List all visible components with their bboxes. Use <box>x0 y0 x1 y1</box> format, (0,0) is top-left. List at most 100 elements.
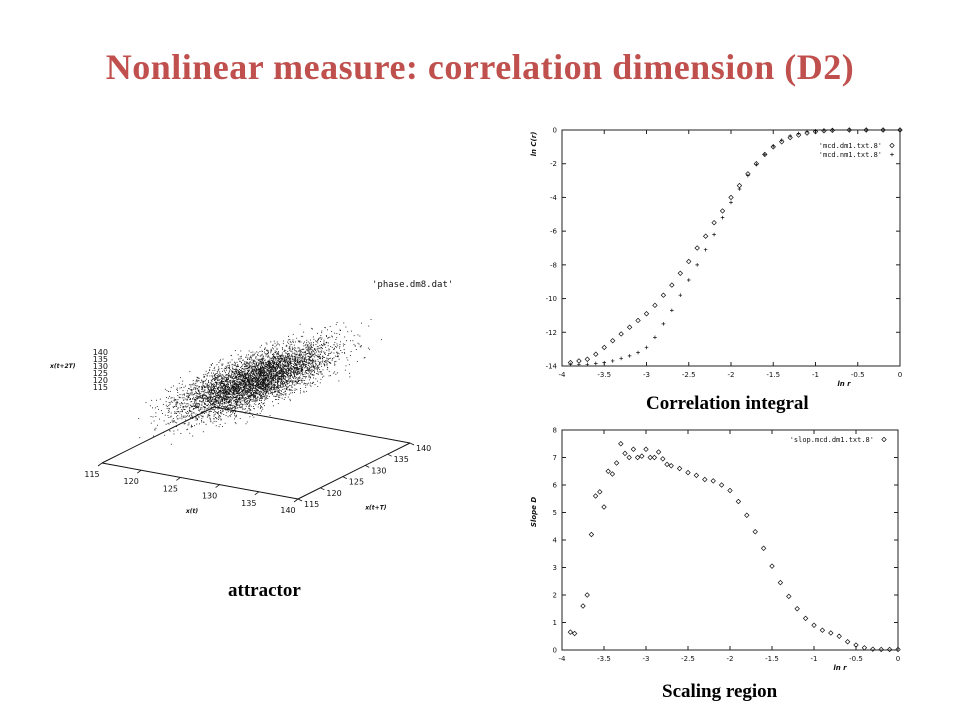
attractor-point <box>276 379 278 380</box>
attractor-point <box>273 387 275 389</box>
attractor-point <box>240 387 242 389</box>
attractor-point <box>319 361 321 363</box>
attractor-point <box>237 399 239 401</box>
attractor-point <box>196 402 198 404</box>
attractor-point <box>263 379 264 381</box>
attractor-point <box>245 397 246 398</box>
attractor-point <box>243 377 244 379</box>
attractor-point <box>183 406 185 408</box>
attractor-point <box>273 378 274 380</box>
attractor-point <box>252 386 254 388</box>
attractor-point <box>138 418 140 419</box>
attractor-point <box>297 340 299 342</box>
attractor-point <box>309 358 311 360</box>
attractor-point <box>277 379 279 381</box>
attractor-point <box>196 398 198 400</box>
attractor-point <box>247 370 249 372</box>
attractor-point <box>260 370 261 372</box>
attractor-point <box>216 384 217 385</box>
attractor-point <box>254 395 256 397</box>
attractor-point <box>242 373 244 375</box>
attractor-point <box>267 364 268 365</box>
attractor-point <box>199 400 200 402</box>
attractor-point <box>318 347 320 349</box>
attractor-point <box>231 403 233 405</box>
attractor-point <box>250 375 252 376</box>
attractor-point <box>276 386 278 388</box>
attractor-point <box>259 362 260 364</box>
attractor-point <box>315 349 316 351</box>
attractor-point <box>231 372 233 374</box>
attractor-point <box>334 361 336 362</box>
attractor-point <box>296 368 298 370</box>
attractor-point <box>176 416 178 418</box>
attractor-point <box>291 374 292 376</box>
attractor-point <box>275 364 277 366</box>
attractor-point <box>261 372 263 373</box>
attractor-point <box>288 368 289 370</box>
attractor-point <box>255 396 256 398</box>
attractor-point <box>250 393 252 395</box>
attractor-point <box>311 369 313 370</box>
attractor-point <box>320 341 321 342</box>
attractor-point <box>262 372 264 373</box>
attractor-point <box>301 380 303 382</box>
attractor-point <box>261 402 262 404</box>
attractor-point <box>276 364 278 365</box>
attractor-point <box>206 398 207 400</box>
attractor-point <box>262 371 264 372</box>
attractor-point <box>250 389 251 391</box>
attractor-point <box>168 405 170 407</box>
attractor-point <box>278 363 280 365</box>
attractor-point <box>214 384 216 385</box>
attractor-point <box>272 372 274 374</box>
attractor-point <box>204 376 206 378</box>
attractor-point <box>290 389 292 391</box>
attractor-point <box>238 389 240 390</box>
attractor-point <box>242 390 244 391</box>
attractor-point <box>255 377 257 379</box>
attractor-point <box>319 382 321 384</box>
attractor-point <box>260 378 262 380</box>
attractor-point <box>313 377 314 379</box>
attractor-point <box>268 365 270 366</box>
attractor-point <box>257 380 259 381</box>
attractor-point <box>251 366 253 368</box>
attractor-point <box>248 373 249 375</box>
attractor-point <box>247 385 249 387</box>
attractor-point <box>294 366 296 368</box>
attractor-point <box>250 395 251 396</box>
attractor-point <box>298 378 300 379</box>
attractor-point <box>293 341 294 343</box>
attractor-point <box>296 382 298 384</box>
attractor-point <box>358 343 360 345</box>
attractor-point <box>197 380 199 381</box>
attractor-point <box>243 389 245 391</box>
attractor-point <box>210 403 211 404</box>
attractor-point <box>242 387 244 388</box>
attractor-point <box>214 404 216 405</box>
attractor-point <box>225 393 227 395</box>
attractor-point <box>295 367 297 369</box>
attractor-point <box>228 375 230 377</box>
attractor-point <box>313 342 314 344</box>
attractor-point <box>288 378 290 380</box>
attractor-point <box>221 385 223 387</box>
attractor-point <box>243 385 245 387</box>
attractor-point <box>243 394 244 396</box>
attractor-point <box>282 385 284 387</box>
attractor-point <box>261 384 263 386</box>
attractor-point <box>309 371 311 373</box>
attractor-point <box>235 378 237 379</box>
attractor-point <box>296 377 298 378</box>
attractor-point <box>189 399 191 401</box>
attractor-point <box>275 372 277 374</box>
attractor-point <box>250 383 251 385</box>
attractor-point <box>243 393 244 395</box>
attractor-point <box>321 365 322 367</box>
attractor-point <box>304 358 306 360</box>
attractor-point <box>263 383 264 385</box>
attractor-point <box>303 376 305 378</box>
attractor-point <box>237 391 239 392</box>
attractor-point <box>222 395 224 397</box>
